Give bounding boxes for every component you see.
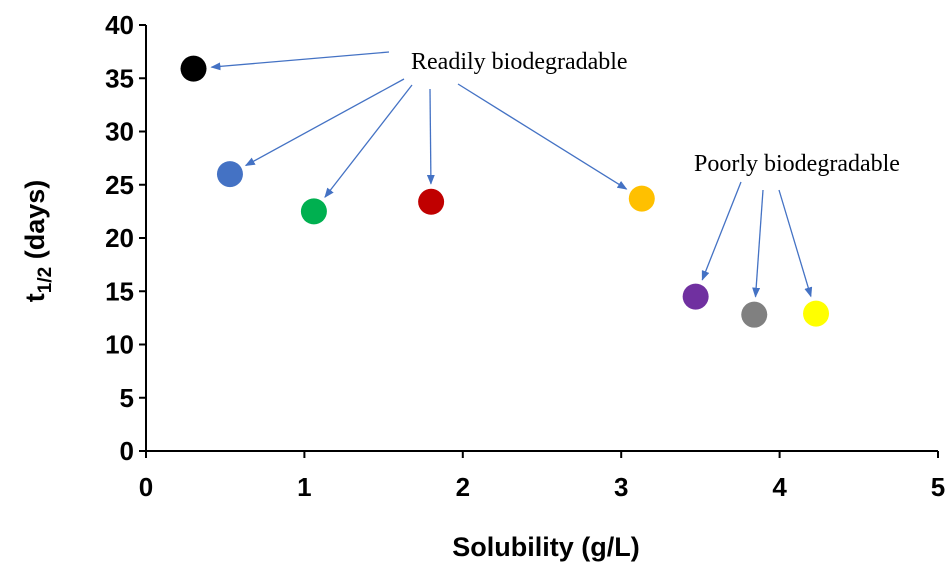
x-tick-label: 0 [139,472,153,502]
axes [139,24,939,458]
x-tick-label: 3 [614,472,628,502]
y-tick-label: 25 [105,170,134,200]
x-tick-label: 2 [456,472,470,502]
tick-labels: 0 5 10 15 20 25 30 35 40 0 1 2 3 4 5 [105,10,945,502]
data-point [628,185,655,212]
y-axis-title-main: t [20,293,50,302]
annotations: Readily biodegradable Poorly biodegradab… [411,49,900,177]
annotation-arrow [324,84,413,198]
data-point [216,161,243,188]
annotation-arrow [752,189,764,298]
data-point [418,188,445,215]
y-tick-label: 0 [120,436,134,466]
y-tick-label: 40 [105,10,134,40]
annotation-arrow [457,83,628,190]
y-tick-label: 30 [105,117,134,147]
data-point [741,301,768,328]
x-tick-label: 1 [297,472,311,502]
annotation-arrow [701,181,742,281]
y-axis-title-suffix: (days) [20,180,50,267]
annotation-arrow [778,189,813,298]
data-points [180,55,830,328]
annotation-readily-biodegradable: Readily biodegradable [411,49,628,75]
annotation-arrows [210,51,813,298]
annotation-arrow [426,88,435,185]
y-tick-label: 15 [105,276,134,306]
y-tick-label: 20 [105,223,134,253]
y-tick-label: 5 [120,383,134,413]
y-axis-title: t1/2 (days) [20,180,56,302]
data-point [803,300,830,327]
y-axis-title-subscript: 1/2 [35,267,56,293]
data-point [180,55,207,82]
y-tick-label: 35 [105,63,134,93]
annotation-arrow [244,78,405,167]
x-tick-label: 4 [772,472,787,502]
axis-titles: Solubility (g/L) t1/2 (days) [20,180,640,562]
x-axis-title: Solubility (g/L) [452,532,639,562]
annotation-arrow [210,51,390,71]
y-tick-label: 10 [105,330,134,360]
data-point [300,198,327,225]
x-tick-label: 5 [931,472,945,502]
annotation-poorly-biodegradable: Poorly biodegradable [694,151,900,177]
data-point [682,283,709,310]
